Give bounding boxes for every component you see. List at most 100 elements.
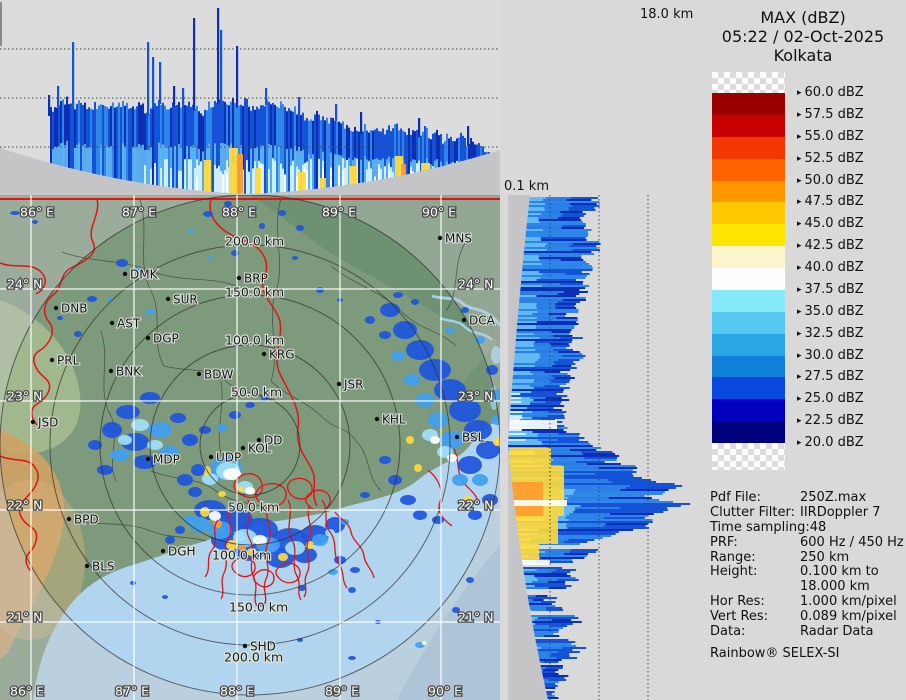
info-row-0: Pdf File: 250Z.max [710,490,906,506]
station-dot-krg [261,351,267,357]
info-row-1: Clutter Filter: IIRDoppler 7 [710,505,906,521]
scale-tick-arrow: ▸ [797,263,802,273]
scale-tick-arrow: ▸ [797,197,802,208]
station-dot-dd [256,437,262,443]
scale-swatch-5 [712,180,785,203]
scale-tick-arrow: ▸ [797,109,802,120]
station-dot-sur [165,296,171,302]
scale-swatch-17 [712,443,785,470]
radar-map-panel: 86° E 87° E 88° E 89° E 90° E 86° E 87° E 88° E… [0,195,500,700]
info-row-2: Time sampling:48 [710,519,906,536]
top-profile-chart [0,2,500,195]
max-height-label: 18.0 km [640,7,694,22]
scale-tick-arrow: ▸ [797,306,802,317]
station-label-mdp: MDP [153,453,180,467]
station-markers: DMK MNS BRP DNB SUR AST DGP DCA PRL BNK BDW KRG JSD J… [30,231,497,655]
terrain-northeast [250,195,500,340]
station-dot-brp [236,275,242,281]
grid-label: 22° N [7,498,42,513]
grid-label: 21° N [7,610,42,625]
scale-label-16: 20.0 dBZ [804,435,864,450]
ring-label: 100.0 km [225,333,284,348]
station-label-krg: KRG [269,348,295,362]
scale-tick-arrow: ▸ [797,88,802,98]
station-dot-prl [49,357,55,363]
scale-swatch-15 [712,399,785,422]
info-row-5: Height: 0.100 km to [710,565,906,580]
scale-tick-arrow: ▸ [797,372,802,383]
info-label-9: Data: [710,624,746,640]
red-borders [0,198,500,572]
scale-label-7: 42.5 dBZ [804,238,864,254]
color-scale: ▸ 60.0 dBZ ▸ 57.5 dBZ ▸ 55.0 dBZ ▸ 52.5 dBZ ▸ 50.… [712,72,864,470]
station-label-jsr: JSR [343,378,364,392]
info-value-6: 18.000 km [800,579,870,595]
scale-label-1: 57.5 dBZ [804,106,864,122]
scale-label-4: 50.0 dBZ [804,172,864,188]
station-dot-mdp [145,456,151,462]
scale-swatch-11 [712,311,785,334]
info-value-5: 0.100 km to [800,564,879,580]
ring-label: 200.0 km [224,650,283,665]
scale-swatch-14 [712,377,785,400]
top-profile-panel [0,0,500,195]
radar-info-block: Pdf File: 250Z.max Clutter Filter: IIRDoppl… [710,490,906,640]
station-dot-jsr [336,381,342,387]
station-label-udp: UDP [216,451,241,465]
radar-echoes [10,201,500,660]
info-label-0: Pdf File: [710,490,761,505]
terrain-southwest-hills [0,430,65,660]
station-dot-udp [208,454,214,460]
scale-tick-arrow: ▸ [797,284,802,295]
range-rings [0,195,500,696]
grid-label: 86° E [10,684,44,699]
station-label-dmk: DMK [130,268,159,282]
info-value-9: Radar Data [800,624,874,640]
radar-site-name: Kolkata [773,46,833,65]
scale-label-6: 45.0 dBZ [804,216,864,232]
station-label-jsd: JSD [37,416,58,430]
grid-label: 90° E [428,684,462,699]
info-value-4: 250 km [800,549,850,565]
legend-header: MAX (dBZ) 05:22 / 02-Oct-2025 Kolkata [700,8,906,65]
scale-swatch-13 [712,355,785,378]
station-label-mns: MNS [445,232,472,246]
station-label-prl: PRL [57,354,80,368]
side-profile-chart [508,195,691,700]
info-row-8: Vert Res: 0.089 km/pixel [710,609,906,625]
station-dot-ast [109,320,115,326]
info-label-7: Hor Res: [710,594,765,610]
info-label-8: Vert Res: [710,609,769,625]
station-dot-bdw [196,371,202,377]
ring-label: 200.0 km [225,234,284,249]
station-dot-mns [437,235,443,241]
scale-tick-arrow: ▸ [797,438,802,448]
scale-swatch-1 [712,93,785,115]
station-label-dgp: DGP [153,332,179,346]
scale-swatch-4 [712,158,785,181]
scale-swatch-3 [712,136,785,159]
ring-label: 150.0 km [225,285,284,300]
ring-label: 50.0 km [231,385,282,400]
station-label-bsl: BSL [462,431,485,445]
station-dot-shd [242,643,248,649]
station-label-sur: SUR [173,293,198,307]
station-dot-dnb [53,305,59,311]
grid-label: 22° N [458,498,493,513]
river [431,294,500,327]
scale-swatch-10 [712,289,785,312]
delta-creeks [204,473,375,607]
station-dot-khl [374,416,380,422]
scale-label-9: 37.5 dBZ [804,281,864,297]
scale-tick-arrow: ▸ [797,131,802,142]
info-label-2: Time sampling:48 [710,519,827,535]
scale-label-15: 22.5 dBZ [804,413,864,429]
terrain-southwest-glow [0,480,85,640]
station-label-bnk: BNK [116,365,142,379]
station-label-shd: SHD [250,640,276,654]
side-profile-panel [500,195,700,700]
scale-label-12: 30.0 dBZ [804,347,864,363]
station-label-bdw: BDW [204,368,233,382]
scale-tick-arrow: ▸ [797,350,802,361]
